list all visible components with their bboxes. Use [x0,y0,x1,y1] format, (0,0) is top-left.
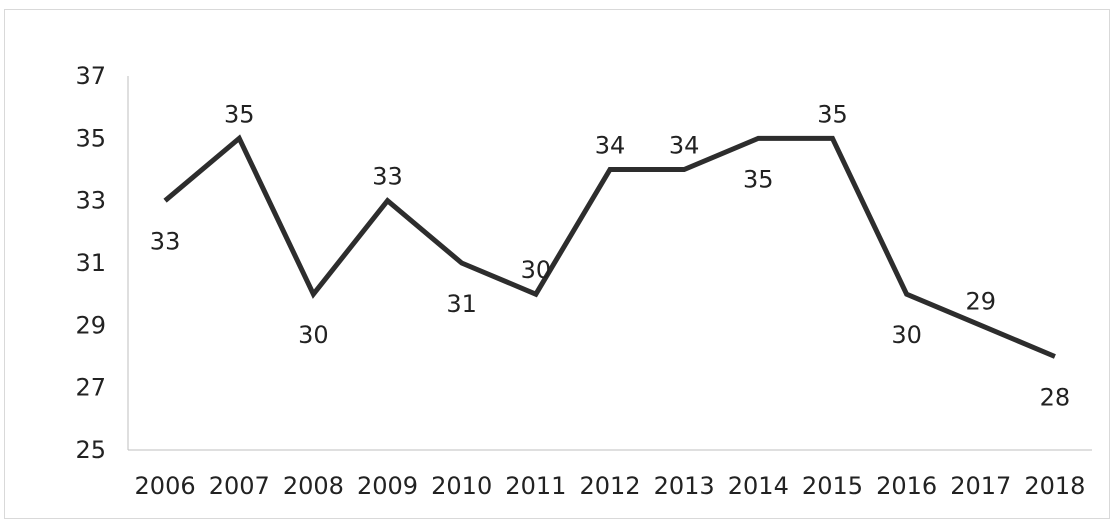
data-label: 30 [521,256,552,284]
x-tick-label: 2016 [876,472,937,500]
data-label: 35 [224,100,255,128]
x-tick-label: 2007 [209,472,270,500]
x-tick-label: 2017 [950,472,1011,500]
y-tick-label: 29 [75,311,106,339]
data-label: 34 [669,132,700,160]
x-tick-label: 2006 [135,472,196,500]
chart-frame [4,9,1110,519]
x-tick-label: 2011 [505,472,566,500]
y-tick-label: 35 [75,124,106,152]
data-label: 29 [965,287,996,315]
y-axis-tick-labels: 25 27 29 31 33 35 37 [75,62,106,464]
y-tick-label: 25 [75,436,106,464]
data-label: 35 [743,165,774,193]
data-label: 30 [298,321,329,349]
x-tick-label: 2009 [357,472,418,500]
data-label: 33 [372,163,403,191]
x-tick-label: 2012 [579,472,640,500]
y-tick-label: 27 [75,374,106,402]
data-label: 28 [1040,384,1071,412]
data-labels: 33 35 30 33 31 30 34 34 35 35 30 29 28 [150,100,1070,411]
x-tick-label: 2010 [431,472,492,500]
y-tick-label: 31 [75,249,106,277]
x-tick-label: 2015 [802,472,863,500]
x-tick-label: 2018 [1024,472,1085,500]
x-axis-tick-labels: 2006 2007 2008 2009 2010 2011 2012 2013 2014 2015… [135,472,1086,500]
data-label: 33 [150,228,181,256]
data-label: 31 [446,290,477,318]
y-tick-label: 33 [75,187,106,215]
y-tick-label: 37 [75,62,106,90]
x-tick-label: 2014 [728,472,789,500]
data-label: 30 [891,321,922,349]
x-tick-label: 2008 [283,472,344,500]
series-line [163,134,1056,359]
data-label: 35 [817,100,848,128]
data-label: 34 [595,132,626,160]
x-tick-label: 2013 [654,472,715,500]
